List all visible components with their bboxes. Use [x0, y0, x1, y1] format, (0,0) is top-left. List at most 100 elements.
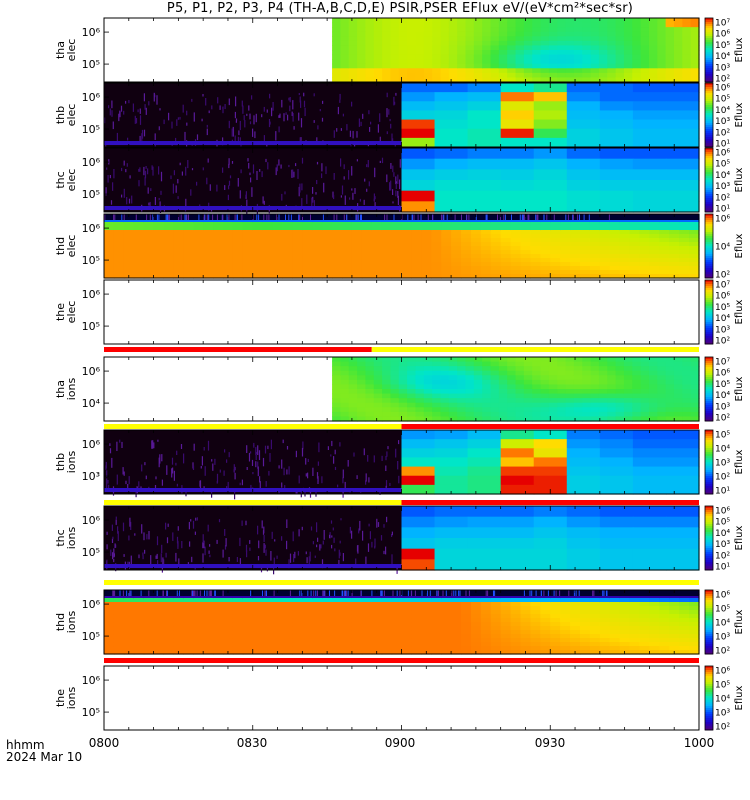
panel-thd-elec-colorbar-segment: [705, 236, 713, 239]
panel-thd-ions-cell: [560, 618, 571, 623]
panel-tha-ions-cell: [682, 379, 692, 386]
panel-tha-ions-cell: [348, 416, 358, 422]
panel-tha-elec-cell: [515, 45, 525, 51]
panel-thd-elec-cell: [401, 230, 413, 235]
panel-thd-elec-cell: [133, 262, 145, 267]
panel-thd-ions-cell: [252, 638, 264, 643]
panel-thb-elec-cell: [434, 137, 469, 148]
panel-tha-elec-cell: [573, 36, 583, 42]
panel-tha-ions-cell: [382, 375, 392, 381]
panel-thd-ions-cell: [193, 642, 204, 647]
panel-thd-ions-cell: [123, 594, 135, 599]
panel-thd-ions-cell: [560, 626, 571, 631]
panel-thd-ions-cell: [550, 606, 561, 611]
panel-tha-elec-cell: [657, 72, 667, 79]
panel-tha-elec-cell: [673, 63, 683, 69]
panel-thb-ions-noise: [253, 442, 255, 446]
panel-thd-elec-cell: [441, 262, 452, 267]
panel-thd-elec-cell: [342, 246, 353, 251]
panel-tha-elec-cell: [373, 31, 383, 37]
panel-thd-ions-cell: [619, 602, 631, 607]
panel-thd-ions-cell: [461, 602, 472, 607]
panel-thc-ions-noise: [106, 544, 108, 550]
panel-thd-elec-cell: [679, 218, 690, 223]
panel-tha-ions-cell: [340, 407, 350, 413]
panel-tha-ions-cell: [357, 370, 367, 376]
panel-thc-ions-noise: [383, 524, 385, 528]
panel-the-elec-colorbar-segment: [705, 306, 713, 309]
panel-tha-elec-cell: [523, 31, 533, 37]
panel-thd-elec-cell: [242, 270, 254, 275]
panel-thd-elec-cell: [431, 258, 442, 263]
panel-thb-elec-noise: [336, 128, 338, 132]
panel-tha-elec-cell: [348, 50, 358, 56]
panel-thd-elec-cell: [401, 242, 413, 247]
panel-thb-ions-colorbar-segment: [705, 444, 713, 447]
panel-tha-ions-cell: [457, 384, 467, 390]
panel-thd-ions-cell: [589, 650, 601, 655]
panel-thc-elec-noise: [379, 160, 381, 163]
panel-thd-elec-cell: [421, 238, 432, 243]
panel-thb-ions-noise: [307, 458, 309, 462]
panel-tha-ions-colorbar-segment: [705, 363, 713, 366]
panel-tha-ions-ylabel-line1: tha: [54, 380, 67, 398]
panel-thd-ions-cell: [431, 610, 442, 615]
panel-thb-elec-cell: [467, 110, 502, 121]
panel-thb-elec-noise: [234, 135, 236, 142]
panel-thd-ions-cell: [659, 642, 670, 647]
panel-thd-ions-cell: [242, 634, 254, 639]
panel-tha-ions-cell: [357, 411, 367, 418]
panel-tha-elec-cell: [657, 50, 667, 56]
panel-thc-ions-noise: [172, 532, 174, 541]
panel-thd-ions-cell: [520, 626, 532, 631]
panel-thd-elec-cell: [669, 230, 680, 235]
panel-thd-elec-cell: [609, 234, 621, 239]
panel-thd-ions-cell: [500, 622, 512, 627]
panel-thc-elec-cell: [566, 180, 601, 192]
panel-tha-ions-colorbar-segment: [705, 419, 713, 422]
panel-tha-elec-cell: [490, 50, 500, 56]
panel-thd-ions-cell: [302, 642, 313, 647]
panel-thd-elec-cell: [421, 258, 432, 263]
panel-thd-elec-cell: [223, 242, 234, 247]
panel-tha-ions-cell: [532, 370, 542, 376]
panel-thd-ions-cell: [213, 606, 224, 611]
panel-tha-elec-cell: [565, 54, 575, 60]
panel-tha-ions-cell: [407, 370, 417, 376]
panel-thd-elec-cell: [560, 238, 571, 243]
panel-thb-elec-noise: [171, 121, 173, 129]
panel-thd-ions-cell: [133, 618, 145, 623]
panel-thc-ions-noise: [349, 526, 351, 534]
panel-thd-ions-cell: [351, 650, 363, 655]
panel-thd-elec-cell: [272, 238, 284, 243]
panel-tha-ions-cell: [415, 416, 425, 422]
panel-thd-ions-cell: [461, 626, 472, 631]
panel-tha-elec-cell: [340, 18, 350, 24]
panel-tha-ions-cell: [340, 366, 350, 372]
panel-tha-ions-cell: [590, 357, 600, 363]
panel-thd-elec-cell: [589, 274, 601, 279]
panel-thd-elec-cell: [332, 266, 343, 271]
panel-thd-elec-cell: [500, 242, 512, 247]
panel-tha-elec-cell: [382, 18, 392, 24]
panel-tha-ions-cell: [407, 389, 417, 395]
panel-thd-ions-cell: [391, 610, 403, 615]
panel-tha-ions-cell: [623, 375, 633, 381]
panel-thb-ions-colorbar-tick-label: 10²: [715, 473, 730, 483]
panel-thd-ions-cell: [480, 598, 492, 603]
panel-thd-elec-cell: [342, 258, 353, 263]
panel-thd-elec-stripe-tick: [298, 214, 300, 220]
panel-thd-ions-cell: [500, 646, 512, 651]
panel-tha-elec-cell: [340, 77, 350, 83]
panel-thd-ions-cell: [381, 594, 393, 599]
panel-thd-ions-cell: [629, 622, 641, 627]
panel-thd-ions-cell: [480, 606, 492, 611]
panel-thc-ions-noise: [376, 518, 378, 528]
panel-tha-elec-cell: [348, 31, 358, 37]
panel-thd-ions-cell: [193, 622, 204, 627]
panel-tha-elec-cell: [673, 45, 683, 51]
panel-thd-ions-cell: [381, 618, 393, 623]
panel-tha-ions-cell: [573, 366, 583, 372]
panel-thc-elec-cell: [665, 148, 700, 160]
panel-thd-elec-cell: [461, 222, 472, 227]
